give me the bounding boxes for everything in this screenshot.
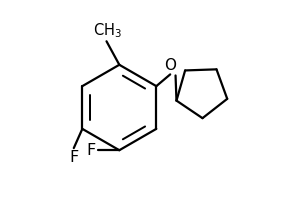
Text: F: F: [87, 143, 96, 158]
Text: CH$_3$: CH$_3$: [93, 21, 122, 40]
Text: O: O: [164, 58, 176, 73]
Text: F: F: [69, 150, 78, 165]
